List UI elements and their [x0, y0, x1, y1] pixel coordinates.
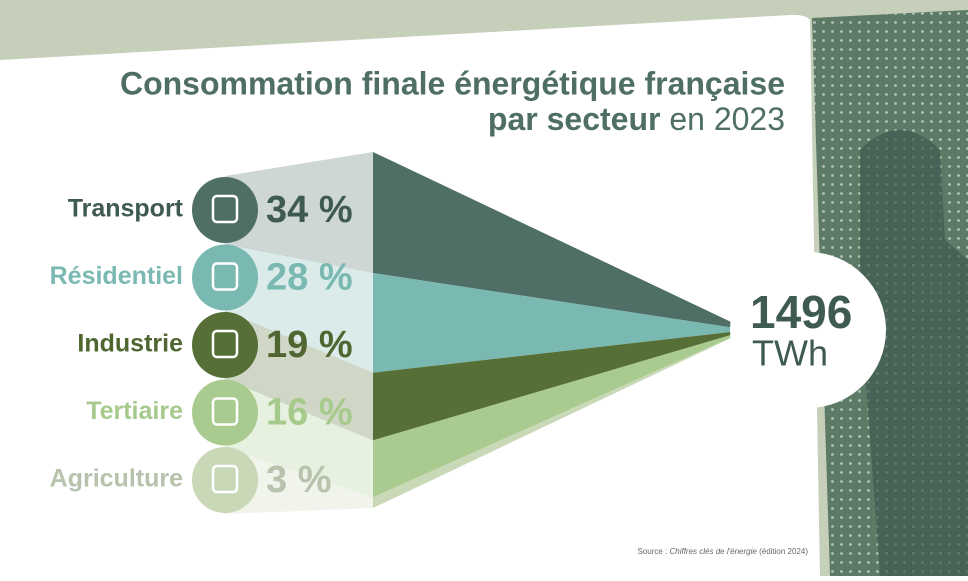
wedge — [373, 152, 748, 330]
title-year: en 2023 — [669, 101, 785, 137]
value-label: 34 % — [266, 189, 353, 231]
value-label: 3 % — [266, 459, 331, 501]
value-label: 16 % — [266, 392, 353, 434]
wedges: Transport 34 % Résidentiel 28 % Industrie 19 … — [50, 152, 748, 514]
source-edition: (édition 2024) — [759, 547, 808, 556]
icon-circle — [192, 244, 258, 311]
icon-circle — [192, 447, 258, 513]
icon — [211, 397, 239, 426]
wedge — [373, 330, 748, 508]
fan — [225, 152, 373, 274]
category-label: Tertiaire — [86, 397, 183, 425]
icon — [211, 329, 239, 359]
title-bold: par secteur — [488, 101, 661, 137]
fan — [225, 446, 373, 514]
fan — [225, 311, 373, 441]
category-label: Résidentiel — [50, 262, 183, 290]
fan — [225, 378, 373, 498]
source-title: Chiffres clés de l'énergie — [669, 547, 757, 556]
icon-circle — [192, 177, 258, 243]
value-label: 19 % — [266, 324, 353, 366]
source: Source : Chiffres clés de l'énergie (édi… — [637, 547, 808, 556]
total: 1496 — [750, 286, 852, 338]
category-label: Industrie — [77, 330, 183, 358]
category-label: Transport — [68, 195, 184, 223]
icon — [211, 262, 239, 291]
icon — [211, 464, 239, 494]
title: Consommation finale énergétique français… — [120, 65, 785, 101]
icon-circle — [192, 312, 258, 378]
unit: TWh — [752, 333, 828, 374]
fan — [225, 243, 373, 373]
source-prefix: Source : — [637, 547, 667, 556]
wedge — [373, 273, 748, 373]
title-line-2: par secteur en 2023 — [488, 101, 785, 137]
icon — [211, 194, 239, 224]
photo-figure — [860, 130, 968, 576]
value-label: 28 % — [266, 257, 353, 299]
total-circle — [730, 252, 886, 408]
icon-circle — [192, 379, 258, 446]
category-label: Agriculture — [50, 465, 183, 493]
